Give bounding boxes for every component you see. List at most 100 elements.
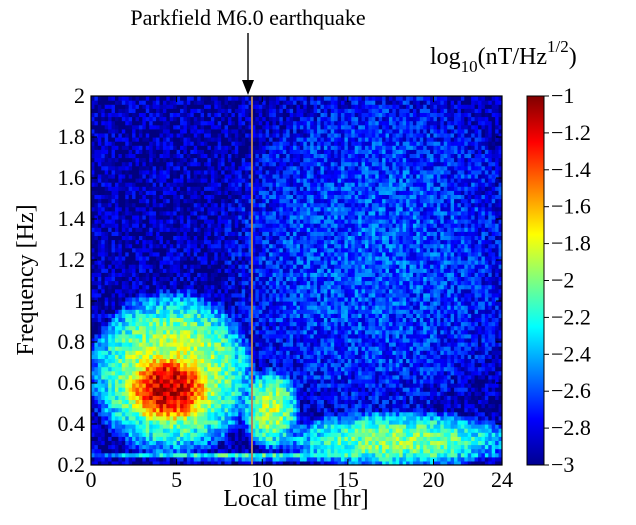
heatmap-cell — [166, 330, 170, 335]
heatmap-cell — [207, 363, 211, 368]
heatmap-cell — [115, 309, 119, 314]
heatmap-cell — [187, 281, 191, 286]
heatmap-cell — [266, 440, 270, 445]
heatmap-cell — [259, 309, 263, 314]
heatmap-cell — [91, 108, 95, 113]
heatmap-cell — [91, 358, 95, 363]
heatmap-cell — [177, 440, 181, 445]
heatmap-cell — [122, 268, 126, 273]
heatmap-cell — [242, 350, 246, 355]
heatmap-cell — [255, 445, 259, 450]
heatmap-cell — [245, 399, 249, 404]
heatmap-cell — [197, 182, 201, 187]
heatmap-cell — [125, 137, 129, 142]
heatmap-cell — [273, 309, 277, 314]
heatmap-cell — [218, 162, 222, 167]
heatmap-cell — [245, 408, 249, 413]
heatmap-cell — [225, 289, 229, 294]
heatmap-cell — [214, 317, 218, 322]
heatmap-cell — [139, 363, 143, 368]
heatmap-cell — [180, 285, 184, 290]
heatmap-cell — [112, 121, 116, 126]
heatmap-cell — [276, 313, 280, 318]
heatmap-cell — [214, 129, 218, 134]
heatmap-cell — [94, 350, 98, 355]
heatmap-cell — [180, 268, 184, 273]
heatmap-cell — [98, 330, 102, 335]
heatmap-cell — [197, 129, 201, 134]
heatmap-cell — [108, 166, 112, 171]
heatmap-cell — [173, 440, 177, 445]
heatmap-cell — [94, 129, 98, 134]
heatmap-cell — [98, 457, 102, 462]
heatmap-cell — [177, 301, 181, 306]
heatmap-cell — [279, 375, 283, 380]
heatmap-cell — [194, 387, 198, 392]
heatmap-cell — [146, 322, 150, 327]
heatmap-cell — [201, 174, 205, 179]
heatmap-cell — [255, 330, 259, 335]
heatmap-cell — [166, 199, 170, 204]
heatmap-cell — [160, 141, 164, 146]
heatmap-cell — [115, 354, 119, 359]
heatmap-cell — [160, 153, 164, 158]
heatmap-cell — [125, 326, 129, 331]
heatmap-cell — [221, 240, 225, 245]
heatmap-cell — [259, 256, 263, 261]
heatmap-cell — [139, 215, 143, 220]
heatmap-cell — [235, 346, 239, 351]
heatmap-cell — [269, 121, 273, 126]
heatmap-cell — [98, 285, 102, 290]
heatmap-cell — [235, 133, 239, 138]
heatmap-cell — [214, 285, 218, 290]
heatmap-cell — [259, 162, 263, 167]
heatmap-cell — [153, 453, 157, 458]
heatmap-cell — [197, 268, 201, 273]
heatmap-cell — [166, 367, 170, 372]
heatmap-cell — [211, 334, 215, 339]
heatmap-cell — [255, 199, 259, 204]
heatmap-cell — [262, 404, 266, 409]
heatmap-cell — [153, 440, 157, 445]
heatmap-cell — [262, 346, 266, 351]
heatmap-cell — [125, 194, 129, 199]
heatmap-cell — [142, 285, 146, 290]
heatmap-cell — [235, 363, 239, 368]
heatmap-cell — [94, 149, 98, 154]
heatmap-cell — [259, 153, 263, 158]
heatmap-cell — [190, 153, 194, 158]
heatmap-cell — [142, 112, 146, 117]
heatmap-cell — [235, 383, 239, 388]
heatmap-cell — [259, 375, 263, 380]
heatmap-cell — [187, 412, 191, 417]
heatmap-cell — [259, 260, 263, 265]
heatmap-cell — [197, 428, 201, 433]
heatmap-cell — [163, 231, 167, 236]
heatmap-cell — [136, 256, 140, 261]
heatmap-cell — [228, 235, 232, 240]
heatmap-cell — [245, 289, 249, 294]
heatmap-cell — [269, 408, 273, 413]
heatmap-cell — [204, 248, 208, 253]
heatmap-cell — [235, 117, 239, 122]
heatmap-cell — [235, 367, 239, 372]
heatmap-cell — [177, 322, 181, 327]
heatmap-cell — [105, 272, 109, 277]
heatmap-cell — [173, 129, 177, 134]
heatmap-cell — [194, 186, 198, 191]
heatmap-cell — [142, 293, 146, 298]
heatmap-cell — [156, 231, 160, 236]
heatmap-cell — [207, 248, 211, 253]
heatmap-cell — [279, 281, 283, 286]
heatmap-cell — [204, 227, 208, 232]
heatmap-cell — [156, 186, 160, 191]
heatmap-cell — [136, 158, 140, 163]
heatmap-cell — [163, 334, 167, 339]
heatmap-cell — [242, 117, 246, 122]
heatmap-cell — [163, 391, 167, 396]
heatmap-cell — [129, 395, 133, 400]
heatmap-cell — [201, 256, 205, 261]
heatmap-cell — [238, 326, 242, 331]
heatmap-cell — [98, 129, 102, 134]
heatmap-cell — [245, 199, 249, 204]
